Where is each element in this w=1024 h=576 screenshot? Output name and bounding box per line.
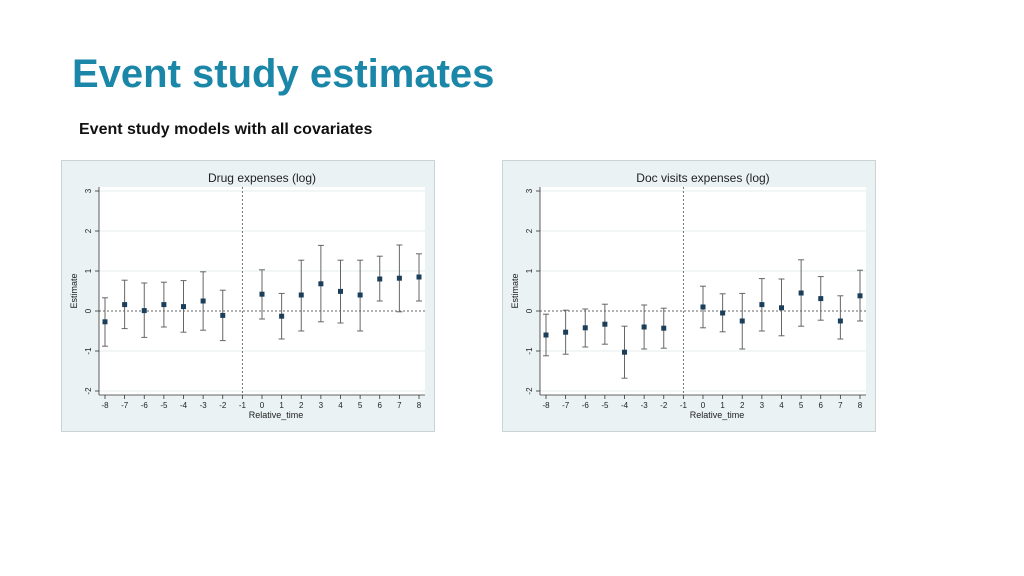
estimate-point — [700, 304, 706, 310]
estimate-point — [220, 312, 226, 318]
y-tick-label: -1 — [84, 347, 93, 355]
slide-title: Event study estimates — [72, 52, 495, 96]
estimate-point — [338, 288, 343, 294]
x-tick-label: -5 — [160, 401, 168, 410]
x-tick-label: 2 — [299, 401, 304, 410]
estimate-point — [720, 310, 726, 316]
estimate-point — [396, 275, 402, 281]
x-tick-label: 7 — [397, 401, 402, 410]
chart-title: Drug expenses (log) — [208, 171, 316, 185]
x-tick-label: -7 — [121, 401, 129, 410]
estimate-point — [259, 291, 265, 297]
estimate-point — [279, 313, 285, 319]
estimate-point — [818, 296, 824, 302]
estimate-point — [318, 281, 324, 287]
estimate-point — [161, 302, 167, 308]
x-tick-label: -3 — [641, 401, 649, 410]
x-tick-label: 7 — [838, 401, 843, 410]
estimate-point — [779, 305, 784, 311]
estimate-point — [200, 298, 206, 304]
x-tick-label: -6 — [141, 401, 149, 410]
x-tick-label: -2 — [219, 401, 227, 410]
drug-expenses-plot: Drug expenses (log) -2 -1 0 1 2 3 -8 -7 -6 -5 -4 -3 -… — [69, 171, 425, 420]
x-tick-label: 3 — [319, 401, 324, 410]
x-tick-label: 0 — [260, 401, 265, 410]
x-tick-label: 8 — [858, 401, 863, 410]
estimate-point — [857, 293, 863, 299]
x-tick-label: 0 — [701, 401, 706, 410]
x-tick-label: 6 — [819, 401, 824, 410]
y-tick-label: 0 — [84, 308, 93, 313]
y-tick-label: 2 — [525, 228, 534, 233]
x-tick-label: 1 — [720, 401, 725, 410]
x-tick-label: -7 — [562, 401, 570, 410]
x-tick-label: 5 — [799, 401, 804, 410]
estimate-point — [739, 318, 745, 324]
slide-subtitle: Event study models with all covariates — [79, 121, 373, 138]
estimate-point — [141, 308, 147, 314]
estimate-point — [582, 325, 588, 331]
x-tick-label: 5 — [358, 401, 363, 410]
y-tick-label: -2 — [525, 387, 534, 395]
chart-title: Doc visits expenses (log) — [636, 171, 769, 185]
estimate-point — [641, 324, 647, 330]
estimate-point — [181, 304, 186, 310]
y-tick-label: 1 — [525, 268, 534, 273]
x-tick-label: -8 — [101, 401, 109, 410]
y-tick-label: 1 — [84, 268, 93, 273]
x-axis-title: Relative_time — [690, 410, 745, 420]
y-tick-label: 2 — [84, 228, 93, 233]
y-tick-label: -1 — [525, 347, 534, 355]
x-tick-label: -8 — [542, 401, 550, 410]
drug-expenses-chart: Drug expenses (log) -2 -1 0 1 2 3 -8 -7 -6 -5 -4 -3 -… — [61, 160, 435, 432]
y-tick-label: 3 — [84, 188, 93, 193]
doc-visits-expenses-chart: Doc visits expenses (log) -2 -1 0 1 2 3 -8 -7 -6 -… — [502, 160, 876, 432]
x-tick-label: 4 — [338, 401, 343, 410]
estimate-point — [759, 302, 765, 308]
x-tick-label: 8 — [417, 401, 422, 410]
estimate-point — [416, 274, 422, 280]
x-tick-label: -4 — [180, 401, 188, 410]
estimate-point — [798, 290, 804, 296]
doc-visits-expenses-plot: Doc visits expenses (log) -2 -1 0 1 2 3 -8 -7 -6 -… — [510, 171, 866, 420]
estimate-point — [661, 325, 667, 331]
x-tick-label: 1 — [279, 401, 284, 410]
y-tick-label: 3 — [525, 188, 534, 193]
estimate-point — [377, 276, 383, 282]
estimate-point — [102, 319, 108, 325]
estimate-point — [602, 321, 608, 327]
y-axis-title: Estimate — [69, 273, 79, 308]
x-tick-label: -6 — [582, 401, 590, 410]
estimate-point — [357, 292, 363, 298]
x-tick-label: -5 — [601, 401, 609, 410]
x-tick-label: -1 — [680, 401, 688, 410]
x-axis-title: Relative_time — [249, 410, 304, 420]
y-tick-label: -2 — [84, 387, 93, 395]
x-tick-label: 4 — [779, 401, 784, 410]
estimate-point — [122, 302, 128, 308]
estimate-point — [563, 329, 569, 335]
y-tick-label: 0 — [525, 308, 534, 313]
estimate-point — [543, 332, 549, 338]
x-tick-label: -4 — [621, 401, 629, 410]
x-tick-label: -2 — [660, 401, 668, 410]
y-axis-title: Estimate — [510, 273, 520, 308]
x-tick-label: 2 — [740, 401, 745, 410]
estimate-point — [622, 349, 627, 355]
estimate-point — [837, 318, 843, 324]
x-tick-label: 6 — [378, 401, 383, 410]
estimate-point — [298, 292, 304, 298]
x-tick-label: -3 — [200, 401, 208, 410]
x-tick-label: -1 — [239, 401, 247, 410]
x-tick-label: 3 — [760, 401, 765, 410]
